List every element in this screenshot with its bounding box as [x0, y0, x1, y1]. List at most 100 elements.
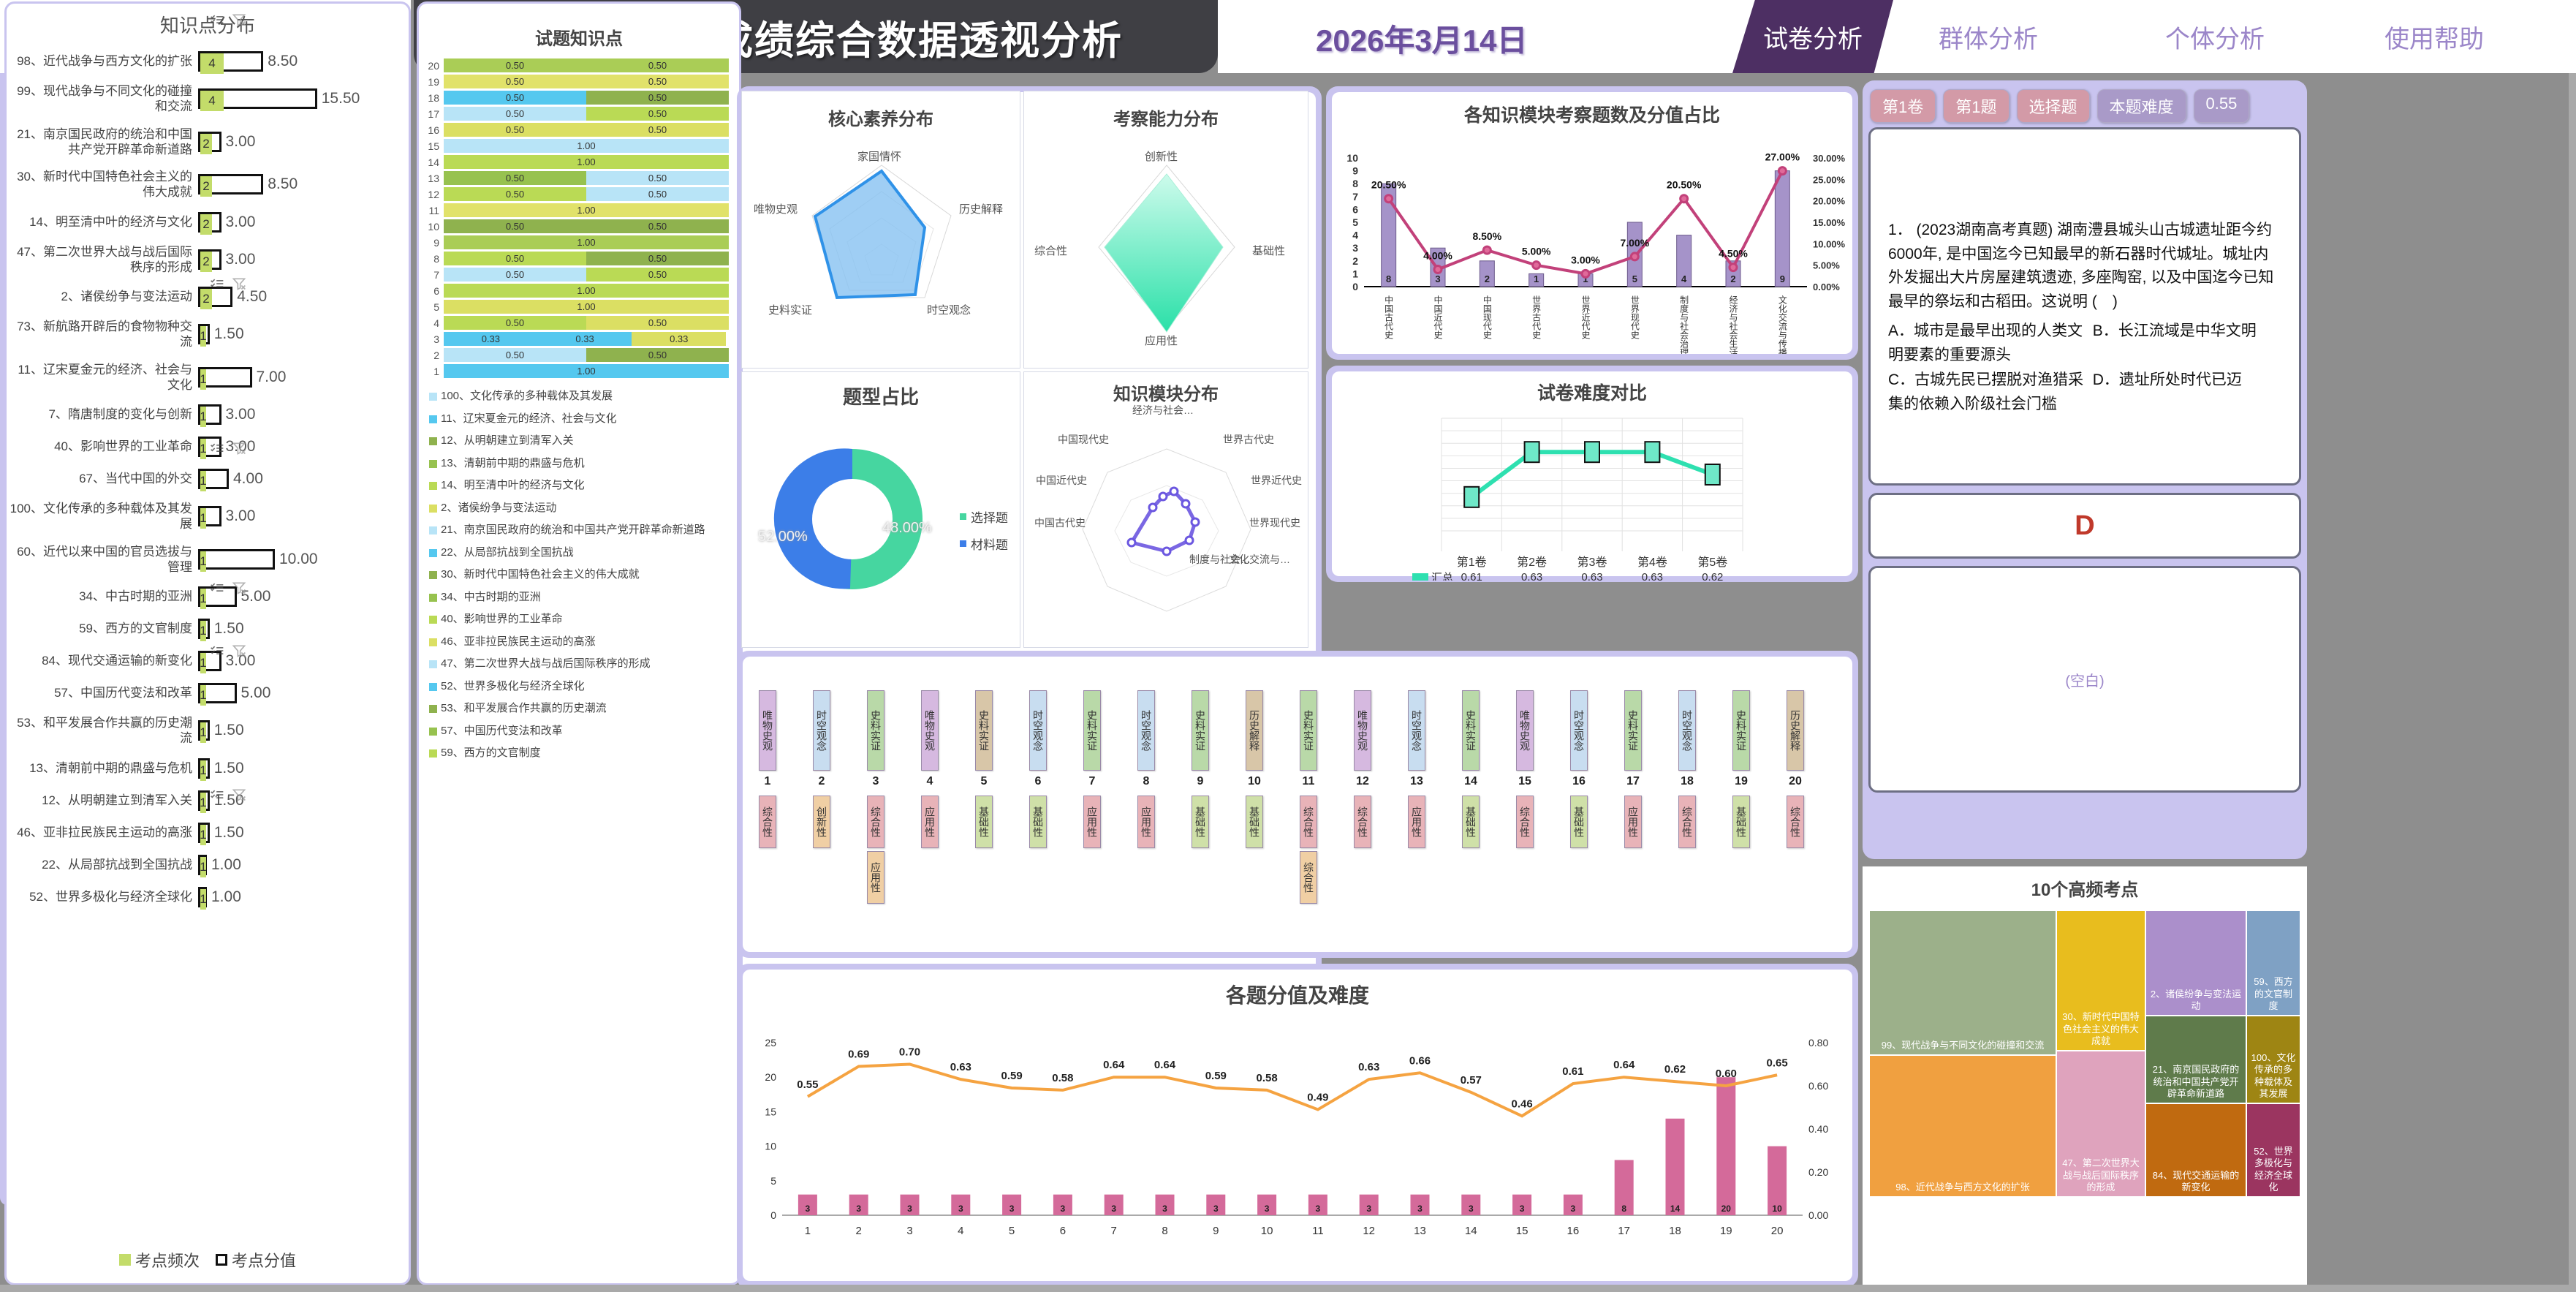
knowledge-point-row[interactable]: 59、西方的文官制度 1 1.50 — [7, 619, 409, 641]
question-literacy-tag[interactable]: 史料实证 — [1732, 690, 1750, 771]
difficulty-marker[interactable] — [1523, 441, 1540, 464]
question-knowledge-row[interactable]: 7 0.50 0.50 — [426, 268, 729, 282]
stacked-bar-segment[interactable]: 1.00 — [444, 139, 729, 153]
question-ability-tag[interactable]: 综合性 — [1678, 796, 1696, 848]
knowledge-point-row[interactable]: 34、中古时期的亚洲 1 5.00 — [7, 586, 409, 609]
clear-filter-icon[interactable] — [232, 643, 246, 658]
stacked-bar-segment[interactable]: 0.50 — [586, 348, 729, 362]
question-ability-tag[interactable]: 基础性 — [975, 796, 993, 848]
clear-filter-icon[interactable] — [232, 12, 246, 27]
per-question-bar[interactable] — [900, 1194, 920, 1215]
legend-item[interactable]: 21、南京国民政府的统治和中国共产党开辟革命新道路 — [429, 523, 732, 537]
question-literacy-tag[interactable]: 时空观念 — [813, 690, 830, 771]
question-ability-tag[interactable]: 综合性 — [1354, 796, 1371, 848]
clear-filter-icon[interactable] — [232, 787, 246, 802]
per-question-bar[interactable] — [1155, 1194, 1175, 1215]
question-meta-chip[interactable]: 第1题 — [1943, 89, 2009, 123]
legend-item[interactable]: 考点分值 — [216, 1248, 296, 1272]
knowledge-point-row[interactable]: 12、从明朝建立到清军入关 1 1.50 — [7, 790, 409, 813]
per-question-bar[interactable] — [1308, 1194, 1327, 1215]
question-ability-tag[interactable]: 综合性 — [1787, 796, 1804, 848]
knowledge-point-row[interactable]: 11、辽宋夏金元的经济、社会与文化 1 7.00 — [7, 362, 409, 393]
question-literacy-tag[interactable]: 唯物史观 — [1354, 690, 1371, 771]
question-literacy-tag[interactable]: 唯物史观 — [1516, 690, 1534, 771]
knowledge-point-row[interactable]: 99、现代战争与不同文化的碰撞和交流 4 15.50 — [7, 83, 409, 115]
question-knowledge-row[interactable]: 4 0.50 0.50 — [426, 316, 729, 330]
question-ability-tag[interactable]: 综合性 — [867, 796, 884, 848]
module-bar[interactable] — [1528, 273, 1545, 287]
multiselect-icon[interactable] — [210, 581, 224, 595]
stacked-bar-segment[interactable]: 0.50 — [444, 219, 586, 233]
vertical-scrollbar[interactable] — [2569, 73, 2576, 1292]
question-literacy-tag[interactable]: 时空观念 — [1570, 690, 1588, 771]
knowledge-point-row[interactable]: 57、中国历代变法和改革 1 5.00 — [7, 683, 409, 706]
tab-paper-analysis[interactable]: 试卷分析 — [1732, 0, 1893, 73]
tab-help[interactable]: 使用帮助 — [2384, 25, 2484, 53]
knowledge-point-row[interactable]: 73、新航路开辟后的食物物种交流 1 1.50 — [7, 319, 409, 350]
question-literacy-tag[interactable]: 历史解释 — [1246, 690, 1263, 771]
treemap-tile[interactable]: 99、现代战争与不同文化的碰撞和交流 — [1870, 911, 2056, 1054]
question-extra-tag[interactable]: 应用性 — [867, 851, 884, 904]
question-knowledge-row[interactable]: 20 0.50 0.50 — [426, 58, 729, 72]
stacked-bar-segment[interactable]: 0.50 — [444, 187, 586, 201]
question-option-c[interactable]: C．古城先民已摆脱对渔猎采集的依赖入阶级社会门槛 — [1888, 369, 2093, 416]
stacked-bar-segment[interactable]: 0.50 — [444, 75, 586, 88]
knowledge-point-row[interactable]: 53、和平发展合作共赢的历史潮流 1 1.50 — [7, 715, 409, 747]
stacked-bar-segment[interactable]: 0.50 — [586, 75, 729, 88]
question-ability-tag[interactable]: 应用性 — [921, 796, 939, 848]
question-literacy-tag[interactable]: 时空观念 — [1029, 690, 1047, 771]
stacked-bar-segment[interactable]: 0.50 — [586, 268, 729, 282]
module-percent-point[interactable] — [1728, 262, 1738, 273]
question-knowledge-row[interactable]: 9 1.00 — [426, 235, 729, 249]
stacked-bar-segment[interactable]: 0.50 — [444, 123, 586, 137]
question-literacy-tag[interactable]: 史料实证 — [1300, 690, 1317, 771]
multiselect-icon[interactable] — [210, 441, 224, 456]
question-literacy-tag[interactable]: 时空观念 — [1408, 690, 1425, 771]
knowledge-point-row[interactable]: 13、清朝前中期的鼎盛与危机 1 1.50 — [7, 758, 409, 781]
legend-item[interactable]: 14、明至清中叶的经济与文化 — [429, 478, 732, 493]
question-ability-tag[interactable]: 应用性 — [1408, 796, 1425, 848]
module-percent-point[interactable] — [1384, 194, 1394, 204]
per-question-bar[interactable] — [798, 1194, 817, 1215]
stacked-bar-segment[interactable]: 0.50 — [444, 252, 586, 265]
question-literacy-tag[interactable]: 时空观念 — [1137, 690, 1155, 771]
module-percent-point[interactable] — [1629, 252, 1640, 262]
question-ability-tag[interactable]: 基础性 — [1029, 796, 1047, 848]
per-question-bar[interactable] — [1053, 1194, 1072, 1215]
legend-item[interactable]: 46、亚非拉民族民主运动的高涨 — [429, 635, 732, 649]
module-bar[interactable] — [1676, 235, 1692, 287]
question-knowledge-row[interactable]: 12 0.50 0.50 — [426, 187, 729, 201]
knowledge-point-row[interactable]: 98、近代战争与西方文化的扩张 4 8.50 — [7, 51, 409, 74]
question-knowledge-row[interactable]: 18 0.50 0.50 — [426, 91, 729, 105]
knowledge-point-row[interactable]: 67、当代中国的外交 1 4.00 — [7, 469, 409, 491]
per-question-bar[interactable] — [1104, 1194, 1124, 1215]
clear-filter-icon[interactable] — [232, 441, 246, 456]
difficulty-marker[interactable] — [1704, 464, 1721, 486]
knowledge-point-row[interactable]: 84、现代交通运输的新变化 1 3.00 — [7, 651, 409, 673]
legend-item[interactable]: 59、西方的文官制度 — [429, 746, 732, 760]
legend-item[interactable]: 2、诸侯纷争与变法运动 — [429, 501, 732, 515]
question-option-d[interactable]: D．遗址所处时代已迈 — [2093, 369, 2281, 416]
pie-legend-material[interactable]: 材料题 — [960, 534, 1008, 553]
per-question-bar[interactable] — [1614, 1160, 1634, 1215]
module-percent-point[interactable] — [1679, 194, 1689, 204]
stacked-bar-segment[interactable]: 1.00 — [444, 300, 729, 314]
per-question-bar[interactable] — [1257, 1194, 1277, 1215]
treemap-tile[interactable]: 2、诸侯纷争与变法运动 — [2146, 911, 2246, 1015]
stacked-bar-segment[interactable]: 1.00 — [444, 155, 729, 169]
stacked-bar-segment[interactable]: 0.50 — [444, 268, 586, 282]
question-ability-tag[interactable]: 综合性 — [759, 796, 776, 848]
legend-item[interactable]: 57、中国历代变法和改革 — [429, 724, 732, 738]
question-meta-chip[interactable]: 第1卷 — [1870, 89, 1936, 123]
stacked-bar-segment[interactable]: 0.50 — [586, 123, 729, 137]
question-extra-tag[interactable]: 综合性 — [1300, 851, 1317, 904]
module-bar[interactable] — [1381, 183, 1397, 287]
legend-item[interactable]: 100、文化传承的多种载体及其发展 — [429, 389, 732, 404]
knowledge-point-row[interactable]: 7、隋唐制度的变化与创新 1 3.00 — [7, 404, 409, 427]
module-percent-point[interactable] — [1777, 166, 1787, 176]
stacked-bar-segment[interactable]: 1.00 — [444, 235, 729, 249]
module-bar[interactable] — [1479, 260, 1495, 287]
question-option-b[interactable]: B．长江流域是中华文明 — [2093, 320, 2281, 367]
question-ability-tag[interactable]: 创新性 — [813, 796, 830, 848]
multiselect-icon[interactable] — [210, 643, 224, 658]
